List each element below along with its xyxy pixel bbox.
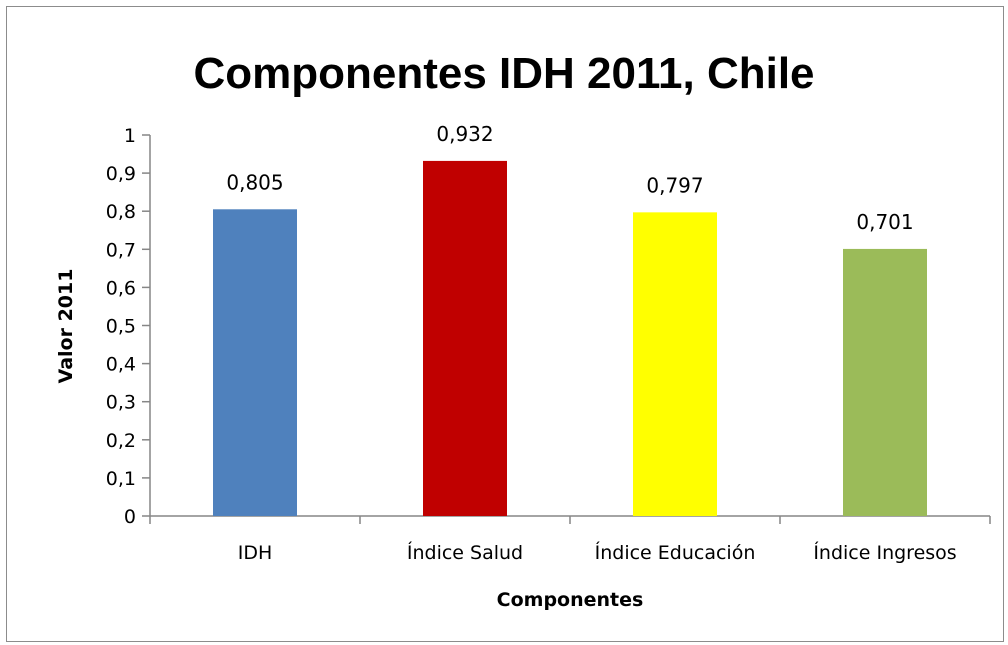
data-label: 0,701 xyxy=(856,210,913,234)
category-label: Índice Salud xyxy=(407,541,523,564)
bar xyxy=(213,209,297,517)
bar xyxy=(423,160,507,516)
category-label: Índice Educación xyxy=(595,541,756,564)
y-tick-label: 0,7 xyxy=(106,239,136,261)
y-tick-label: 0,1 xyxy=(106,468,136,490)
bar xyxy=(633,212,717,516)
y-tick-label: 0,9 xyxy=(106,163,136,185)
y-axis-title: Valor 2011 xyxy=(55,269,77,384)
y-tick-label: 1 xyxy=(124,125,136,147)
y-tick-label: 0,8 xyxy=(106,201,136,223)
data-labels: 0,805 0,932 0,797 0,701 xyxy=(226,122,913,234)
category-label: IDH xyxy=(238,542,273,564)
y-tick-label: 0 xyxy=(124,506,136,528)
chart-title: Componentes IDH 2011, Chile xyxy=(193,49,814,98)
y-tick-label: 0,6 xyxy=(106,277,136,299)
data-label: 0,805 xyxy=(226,170,283,194)
y-tick-label: 0,2 xyxy=(106,430,136,452)
bars xyxy=(213,160,927,517)
y-tick-label: 0,5 xyxy=(106,316,136,338)
data-label: 0,932 xyxy=(436,122,493,146)
bar xyxy=(843,248,927,516)
y-axis: 0 0,1 0,2 0,3 0,4 0,5 0,6 0,7 0,8 0,9 1 xyxy=(106,125,151,528)
category-label: Índice Ingresos xyxy=(813,541,956,564)
x-axis-title: Componentes xyxy=(497,589,644,611)
data-label: 0,797 xyxy=(646,173,703,197)
y-tick-label: 0,4 xyxy=(106,354,136,376)
x-axis xyxy=(149,515,991,524)
category-labels: IDH Índice Salud Índice Educación Índice In… xyxy=(238,541,957,564)
y-tick-label: 0,3 xyxy=(106,392,136,414)
